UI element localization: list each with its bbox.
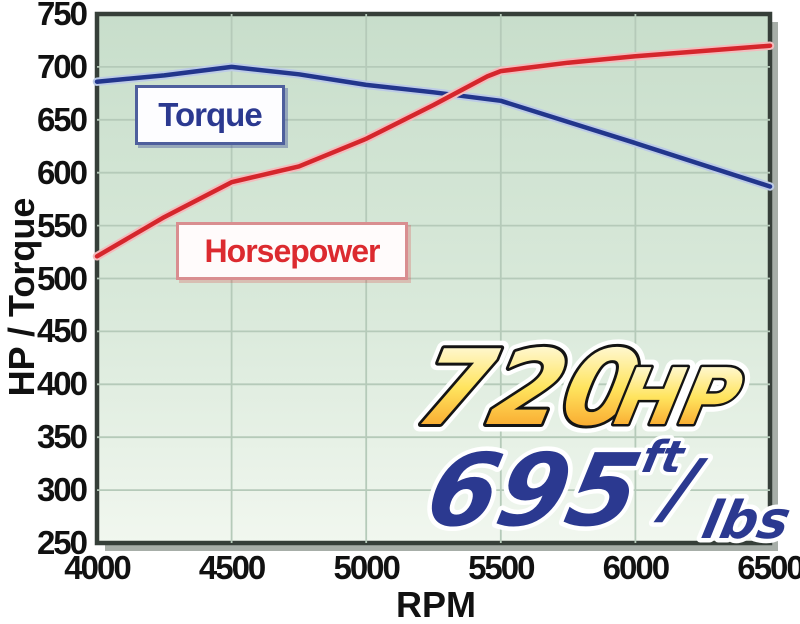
y-tick-label: 650 (36, 100, 88, 138)
x-tick-label: 6500 (737, 549, 800, 586)
y-tick-label: 550 (36, 206, 88, 244)
peak-hp-value: 720 (408, 327, 651, 449)
y-tick-label: 750 (36, 0, 88, 32)
torque-series-label: Torque (135, 85, 285, 145)
y-tick-label: 300 (36, 471, 88, 509)
peak-torque-unit-lbs: lbs (697, 491, 796, 551)
y-tick-label: 450 (36, 312, 88, 350)
peak-hp-unit: HP (608, 352, 750, 443)
horsepower-series-label-text: Horsepower (204, 232, 381, 269)
x-tick-label: 4500 (198, 549, 266, 586)
peak-torque-value: 695 (417, 432, 651, 549)
peak-hp-value-halo: 720 (408, 327, 651, 449)
peak-hp-unit-halo: HP (608, 352, 750, 443)
x-tick-label: 5000 (333, 549, 400, 586)
x-tick-label: 5500 (468, 549, 535, 586)
horsepower-series-label: Horsepower (176, 222, 408, 280)
y-tick-label: 500 (36, 259, 88, 297)
x-tick-label: 4000 (64, 549, 131, 586)
peak-torque-unit-lbs-halo: lbs (697, 491, 796, 551)
data-curves (92, 41, 775, 261)
x-tick-label: 6000 (602, 549, 670, 586)
torque-series-label-text: Torque (158, 96, 262, 133)
y-tick-label: 250 (36, 524, 88, 561)
y-tick-label: 600 (36, 153, 88, 191)
y-tick-label: 700 (36, 47, 88, 85)
peak-torque-value-halo: 695 (417, 432, 651, 549)
x-axis-title: RPM (396, 584, 476, 624)
y-tick-label: 350 (36, 418, 88, 456)
y-tick-label: 400 (36, 365, 88, 403)
